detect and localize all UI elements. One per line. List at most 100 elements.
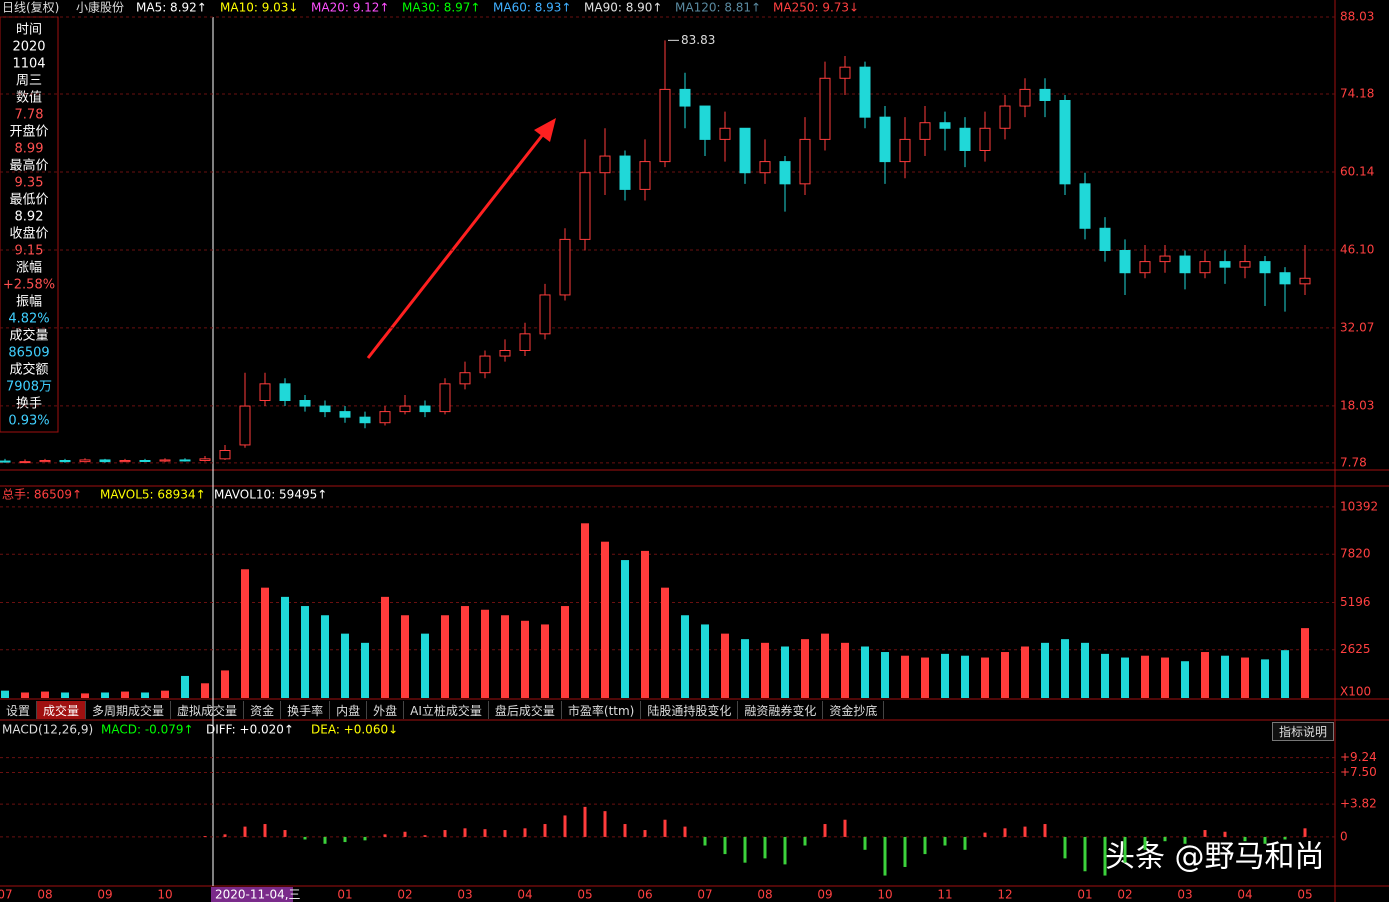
- candle-body: [619, 155, 631, 190]
- bar: [61, 692, 69, 698]
- bar: [621, 560, 629, 698]
- bar: [463, 828, 467, 837]
- x-tick-label: 03: [1177, 888, 1192, 902]
- cursor-label-bg: [211, 887, 293, 902]
- candle-body: [819, 77, 831, 140]
- bar: [1043, 824, 1047, 837]
- candle-body: [1039, 88, 1051, 101]
- info-text: 9.15: [15, 244, 44, 259]
- y-tick-label: 10392: [1340, 499, 1378, 513]
- x-tick-label: 08: [757, 888, 772, 902]
- tab[interactable]: 市盈率(ttm): [562, 701, 642, 719]
- tab[interactable]: 盘后成交量: [489, 701, 562, 719]
- candle-body: [359, 416, 371, 424]
- candle-body: [939, 122, 951, 129]
- bar: [1261, 659, 1269, 698]
- x-tick-label: 11: [937, 888, 952, 902]
- candle-body: [159, 459, 171, 462]
- info-text: 4.82%: [8, 312, 49, 327]
- bar: [723, 836, 727, 855]
- unit-label: X100: [1340, 685, 1371, 699]
- bar: [441, 615, 449, 698]
- tab[interactable]: 内盘: [330, 701, 368, 719]
- y-tick-label: +7.50: [1340, 765, 1377, 779]
- bar: [401, 615, 409, 698]
- bar: [1181, 661, 1189, 698]
- watermark: 头条 @野马和尚: [1105, 840, 1325, 875]
- x-tick-label: 08: [37, 888, 52, 902]
- bar: [641, 550, 649, 698]
- candle-body: [119, 460, 131, 463]
- ma-label: MA90: 8.90↑: [584, 1, 662, 15]
- bar: [461, 606, 469, 698]
- candle-body: [1119, 250, 1131, 274]
- bar: [1301, 628, 1309, 698]
- candle-body: [239, 405, 251, 446]
- bar: [1141, 655, 1149, 698]
- tab[interactable]: 资金抄底: [823, 701, 885, 719]
- candle-body: [339, 411, 351, 418]
- bar: [503, 830, 507, 837]
- info-text: 成交量: [9, 328, 48, 344]
- bar: [283, 830, 287, 837]
- candle-body: [1099, 227, 1111, 251]
- bar: [1161, 657, 1169, 698]
- tab[interactable]: 外盘: [367, 701, 405, 719]
- bar: [1061, 639, 1069, 698]
- x-tick-label: 09: [817, 888, 832, 902]
- candle-body: [799, 138, 811, 185]
- info-text: 数值: [16, 90, 42, 106]
- x-tick-label: 12: [997, 888, 1012, 902]
- bar: [761, 642, 769, 698]
- tab[interactable]: 陆股通持股变化: [641, 701, 739, 719]
- y-tick-label: +9.24: [1340, 750, 1377, 764]
- candle-body: [639, 161, 651, 190]
- y-tick-label: 60.14: [1340, 164, 1374, 178]
- info-text: 涨幅: [16, 261, 42, 276]
- macd-header: DIFF: +0.020↑: [206, 723, 294, 737]
- bar: [221, 670, 229, 698]
- bar: [941, 653, 949, 698]
- bar: [323, 836, 327, 844]
- tab[interactable]: 换手率: [281, 701, 331, 719]
- candle-body: [319, 405, 331, 413]
- bar: [1281, 650, 1289, 698]
- bar: [303, 836, 307, 840]
- x-tick-label: 10: [157, 888, 172, 902]
- bar: [1121, 657, 1129, 698]
- candle-body: [539, 294, 551, 335]
- bar: [943, 836, 947, 846]
- tab[interactable]: 虚拟成交量: [171, 701, 245, 719]
- ma-label: MA10: 9.03↓: [220, 1, 298, 15]
- candle-body: [839, 66, 851, 79]
- y-tick-label: 2625: [1340, 642, 1371, 656]
- candle-body: [259, 383, 271, 402]
- tab[interactable]: 融资融券变化: [738, 701, 824, 719]
- candle-body: [59, 460, 71, 463]
- candle-body: [579, 172, 591, 240]
- bar: [1163, 836, 1167, 842]
- candle-body: [379, 411, 391, 424]
- bar: [263, 824, 267, 837]
- info-text: 7.78: [15, 108, 44, 123]
- bar: [561, 606, 569, 698]
- x-tick-label: 02: [1117, 888, 1132, 902]
- volume-header: 总手: 86509↑: [2, 488, 82, 502]
- tab[interactable]: 成交量: [37, 701, 87, 719]
- candle-body: [19, 461, 31, 464]
- x-tick-label: 01: [337, 888, 352, 902]
- tab[interactable]: 资金: [244, 701, 282, 719]
- ma-label: MA60: 8.93↑: [493, 1, 571, 15]
- candle-body: [139, 460, 151, 462]
- bar: [743, 836, 747, 863]
- tab[interactable]: 设置: [0, 701, 38, 719]
- y-tick-label: 7.78: [1340, 455, 1367, 469]
- bar: [683, 826, 687, 837]
- tab[interactable]: 多周期成交量: [86, 701, 172, 719]
- help-button[interactable]: 指标说明: [1272, 722, 1335, 741]
- bar: [141, 692, 149, 698]
- tab[interactable]: AI立桩成交量: [404, 701, 489, 719]
- y-tick-label: 74.18: [1340, 86, 1374, 100]
- bar: [481, 609, 489, 698]
